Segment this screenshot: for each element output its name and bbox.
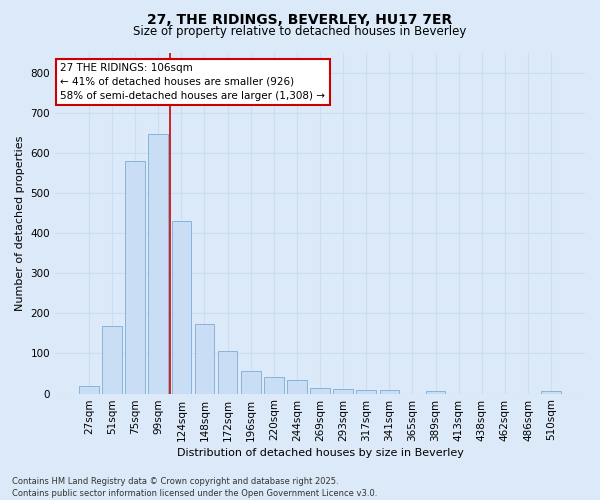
Bar [79, 386, 99, 394]
Bar [264, 376, 284, 394]
Text: Contains HM Land Registry data © Crown copyright and database right 2025.
Contai: Contains HM Land Registry data © Crown c… [12, 476, 377, 498]
Bar [287, 380, 307, 394]
Text: 27, THE RIDINGS, BEVERLEY, HU17 7ER: 27, THE RIDINGS, BEVERLEY, HU17 7ER [148, 12, 452, 26]
Bar [218, 350, 238, 394]
Bar [102, 326, 122, 394]
Bar [380, 390, 399, 394]
Bar [356, 390, 376, 394]
Bar [148, 134, 168, 394]
X-axis label: Distribution of detached houses by size in Beverley: Distribution of detached houses by size … [176, 448, 463, 458]
Bar [541, 391, 561, 394]
Y-axis label: Number of detached properties: Number of detached properties [15, 136, 25, 310]
Bar [241, 370, 260, 394]
Bar [426, 391, 445, 394]
Bar [194, 324, 214, 394]
Bar [334, 389, 353, 394]
Bar [172, 221, 191, 394]
Bar [125, 161, 145, 394]
Text: Size of property relative to detached houses in Beverley: Size of property relative to detached ho… [133, 25, 467, 38]
Bar [310, 388, 330, 394]
Text: 27 THE RIDINGS: 106sqm
← 41% of detached houses are smaller (926)
58% of semi-de: 27 THE RIDINGS: 106sqm ← 41% of detached… [61, 62, 325, 100]
